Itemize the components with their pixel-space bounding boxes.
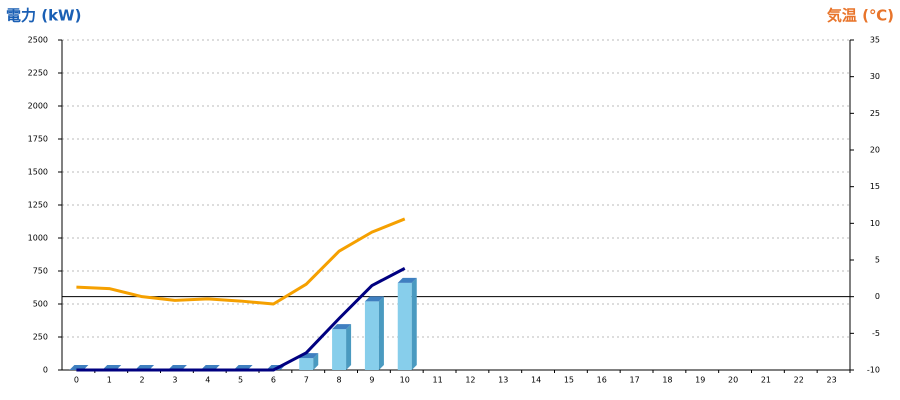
x-tick-label: 9: [369, 376, 374, 385]
y2-tick-label: -5: [872, 329, 880, 338]
x-tick-label: 13: [498, 376, 508, 385]
y2-tick-label: 5: [875, 256, 880, 265]
bar-top: [397, 277, 417, 283]
line: [76, 217, 406, 306]
y-tick-label: 250: [33, 333, 48, 342]
y-axis-title: 電力 (kW): [6, 7, 81, 25]
bar-front: [364, 301, 379, 370]
x-tick-label: 7: [304, 376, 309, 385]
bar-side: [411, 277, 417, 370]
y-tick-label: 2000: [28, 102, 48, 111]
y2-tick-label: 20: [870, 146, 880, 155]
y-tick-label: 2250: [28, 69, 48, 78]
y-tick-label: 0: [43, 366, 48, 375]
x-tick-label: 6: [271, 376, 276, 385]
bar-side: [378, 296, 384, 370]
x-tick-label: 22: [794, 376, 804, 385]
y2-tick-label: 0: [875, 292, 880, 301]
x-tick-label: 8: [337, 376, 342, 385]
x-tick-label: 15: [564, 376, 574, 385]
x-tick-label: 3: [172, 376, 177, 385]
y2-axis-title: 気温 (℃): [827, 7, 894, 25]
y2-tick-label: 15: [870, 182, 880, 191]
x-tick-label: 4: [205, 376, 210, 385]
x-tick-label: 10: [400, 376, 410, 385]
x-tick-label: 18: [662, 376, 672, 385]
bar-front: [332, 329, 347, 370]
y2-tick-label: 35: [870, 36, 880, 45]
bar-front: [397, 282, 412, 370]
line: [76, 267, 406, 372]
x-tick-label: 2: [140, 376, 145, 385]
x-tick-label: 0: [74, 376, 79, 385]
x-tick-label: 19: [695, 376, 705, 385]
y-tick-label: 2500: [28, 36, 48, 45]
x-tick-label: 1: [107, 376, 112, 385]
bar-top: [364, 296, 384, 302]
y-tick-label: 1000: [28, 234, 48, 243]
y-tick-label: 1250: [28, 201, 48, 210]
bar-side: [313, 353, 319, 370]
bar-top: [332, 324, 352, 330]
x-tick-label: 5: [238, 376, 243, 385]
y2-tick-label: 30: [870, 72, 880, 81]
x-tick-label: 20: [728, 376, 738, 385]
x-tick-label: 21: [761, 376, 771, 385]
y-tick-label: 750: [33, 267, 48, 276]
bar-side: [346, 324, 352, 370]
y-tick-label: 500: [33, 300, 48, 309]
x-tick-label: 17: [629, 376, 639, 385]
y2-tick-label: 25: [870, 109, 880, 118]
y-tick-label: 1750: [28, 135, 48, 144]
x-tick-label: 14: [531, 376, 541, 385]
x-tick-label: 16: [597, 376, 607, 385]
y2-tick-label: -10: [867, 366, 880, 375]
x-tick-label: 12: [465, 376, 475, 385]
bar-front: [299, 358, 314, 370]
x-tick-label: 11: [432, 376, 442, 385]
x-tick-label: 23: [826, 376, 836, 385]
y-tick-label: 1500: [28, 168, 48, 177]
y2-tick-label: 10: [870, 219, 880, 228]
